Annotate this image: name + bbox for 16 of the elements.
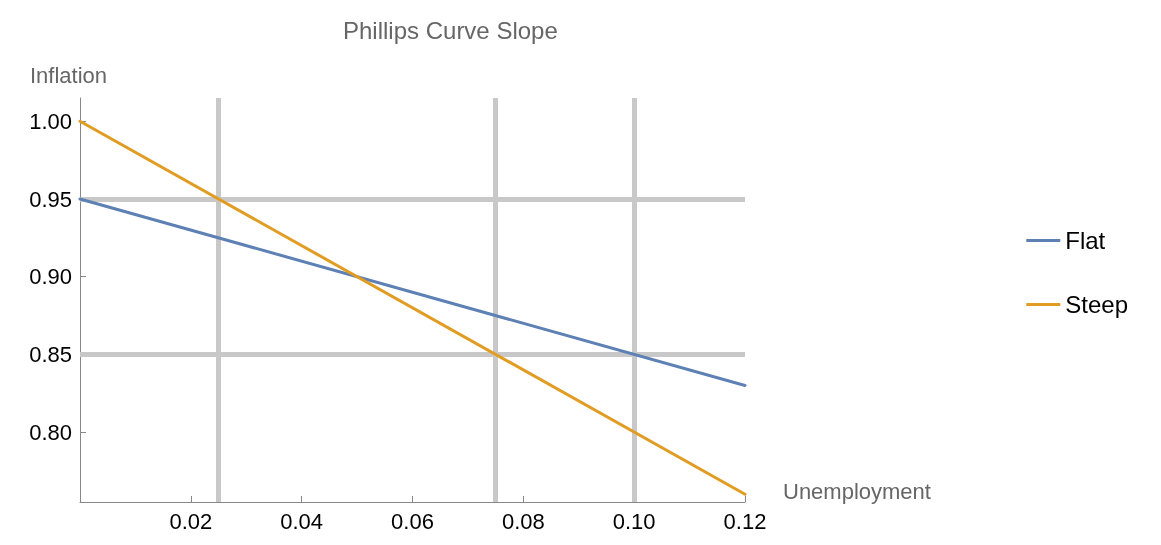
- y-tick-label: 0.90: [29, 264, 72, 290]
- y-axis-title: Inflation: [30, 62, 108, 88]
- legend-label: Flat: [1065, 227, 1106, 254]
- x-tick-label: 0.12: [723, 508, 767, 534]
- chart-title: Phillips Curve Slope: [343, 16, 558, 44]
- x-tick-label: 0.08: [501, 508, 545, 534]
- y-tick-label: 0.85: [29, 341, 72, 367]
- y-tick-label: 0.95: [29, 186, 72, 212]
- y-tick-label: 1.00: [29, 108, 72, 134]
- x-tick-label: 0.04: [280, 508, 324, 534]
- y-tick-label: 0.80: [29, 419, 72, 445]
- x-axis-title: Unemployment: [783, 478, 931, 504]
- x-tick-label: 0.06: [391, 508, 434, 534]
- x-tick-label: 0.10: [612, 508, 656, 534]
- x-tick-label: 0.02: [169, 508, 213, 534]
- legend-label: Steep: [1065, 291, 1128, 318]
